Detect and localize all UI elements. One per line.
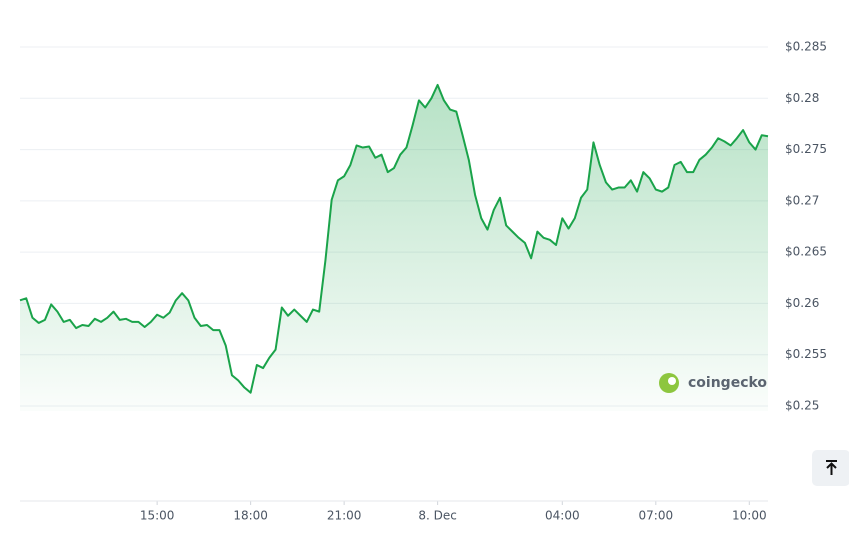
watermark: coingecko	[659, 373, 767, 393]
button-icon[interactable]	[826, 460, 837, 475]
y-tick-label: $0.255	[785, 347, 827, 361]
y-tick-label: $0.26	[785, 296, 819, 310]
watermark-logo-eye	[668, 377, 676, 385]
y-tick-label: $0.265	[785, 245, 827, 259]
x-tick-label: 8. Dec	[418, 509, 456, 523]
watermark-text: coingecko	[688, 375, 767, 391]
x-tick-label: 10:00	[732, 509, 767, 523]
x-tick-label: 15:00	[140, 509, 175, 523]
y-tick-label: $0.28	[785, 91, 819, 105]
y-tick-label: $0.27	[785, 193, 819, 207]
price-area	[20, 84, 768, 411]
x-tick-label: 21:00	[327, 509, 362, 523]
scroll-top-button[interactable]	[812, 450, 849, 486]
x-tick-label: 07:00	[639, 509, 674, 523]
y-tick-label: $0.25	[785, 399, 819, 413]
x-tick-label: 18:00	[233, 509, 268, 523]
x-tick-label: 04:00	[545, 509, 580, 523]
y-tick-label: $0.285	[785, 40, 827, 54]
price-line	[19, 83, 769, 394]
y-tick-label: $0.275	[785, 142, 827, 156]
